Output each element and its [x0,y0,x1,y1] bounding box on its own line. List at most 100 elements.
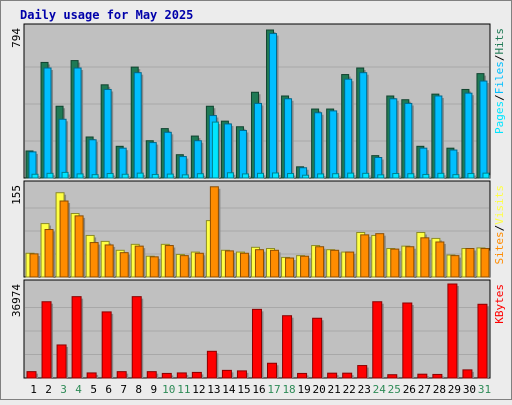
bar-sites-body [29,253,39,278]
bar-files [58,118,69,179]
x-tick-label: 30 [463,383,476,396]
bar-pages-body [452,174,460,179]
bar-kbytes-body [327,372,338,379]
bar-sites [270,249,281,278]
bar-pages [317,173,326,179]
bar-kbytes-body [432,373,443,379]
max-label-kbytes: 36974 [10,284,23,317]
bar-pages [332,173,341,179]
bar-files [193,140,204,179]
bar-sites-body [330,249,340,278]
x-tick-label: 3 [60,383,67,396]
bar-kbytes [26,371,38,379]
bar-sites-body [209,186,219,278]
bar-files [73,67,84,179]
x-tick-label: 27 [418,383,431,396]
bar-kbytes-body [26,371,37,379]
bar-kbytes [41,301,54,379]
bar-pages-body [407,173,415,179]
bar-sites [119,252,131,278]
bar-pages-body [437,172,445,179]
bar-kbytes-body [101,311,112,379]
x-tick-label: 25 [388,383,401,396]
bar-files-body [314,112,323,179]
bar-sites [149,256,161,278]
bar-files [238,129,249,179]
bar-pages-body [362,172,370,179]
bar-sites [480,248,491,278]
legend-item-kbytes: KBytes [493,284,506,324]
bar-pages [362,172,371,179]
bar-sites-body [119,252,129,278]
bar-kbytes-body [387,374,398,379]
bar-files [464,92,474,179]
bar-pages [452,174,461,179]
bar-kbytes [387,374,399,379]
bar-files-body [118,147,127,179]
bar-files-body [73,67,82,179]
bar-pages [437,172,446,179]
bar-files-body [88,139,97,179]
bar-kbytes [86,372,99,379]
bar-sites-body [59,200,69,278]
bar-kbytes [477,303,489,379]
bar-kbytes-body [357,365,368,379]
bar-files-body [193,140,202,179]
bar-sites-body [345,251,355,278]
bar-files [389,98,399,179]
bar-sites [450,255,461,278]
bar-files-body [163,131,172,179]
bar-files-body [479,80,488,179]
bar-pages [377,174,386,179]
bar-files [284,98,294,179]
bar-pages [181,174,191,179]
bar-pages-body [166,173,174,179]
bar-sites-body [390,248,400,278]
bar-sites [345,251,356,278]
bar-pages-body [76,173,84,179]
bar-files-body [344,78,353,179]
bar-kbytes [267,362,279,379]
bar-kbytes-body [312,317,323,379]
chart-title: Daily usage for May 2025 [20,8,193,22]
bar-sites-body [254,249,264,278]
bar-kbytes [297,372,309,379]
bar-kbytes-body [297,372,308,379]
bar-pages [151,173,161,179]
bar-pages [166,173,176,179]
bar-sites-body [164,245,174,278]
bar-sites [89,242,101,278]
bar-kbytes [206,350,219,379]
bar-kbytes-body [477,303,488,379]
bar-files-body [464,92,473,179]
bar-kbytes [236,370,249,379]
bar-kbytes-body [251,308,262,379]
bar-pages [482,172,491,179]
bar-sites [179,255,191,278]
bar-pages [121,173,131,179]
bar-pages [106,173,116,179]
bar-sites [134,245,146,278]
bar-sites [315,246,326,278]
legend-kbytes: KBytes [493,284,506,324]
bar-kbytes [176,372,189,379]
bar-pages [196,173,206,179]
bar-pages-body [422,173,430,179]
max-label-visits-sites: 155 [10,185,23,205]
bar-sites-body [300,255,310,278]
bar-sites [435,241,446,278]
bar-pages-body [46,172,54,179]
x-tick-label: 22 [343,383,356,396]
bar-kbytes-body [161,372,172,379]
bar-pages [241,173,251,179]
bar-files [253,102,264,179]
legend-item-files: Files [493,61,506,94]
bar-sites-body [315,246,325,278]
panel-visits-sites: 155 Sites/Visits [10,180,506,278]
bar-files [344,78,354,179]
bar-files [419,147,429,179]
bar-sites-body [270,249,280,278]
x-tick-label: 19 [297,383,310,396]
x-tick-label: 11 [177,383,190,396]
